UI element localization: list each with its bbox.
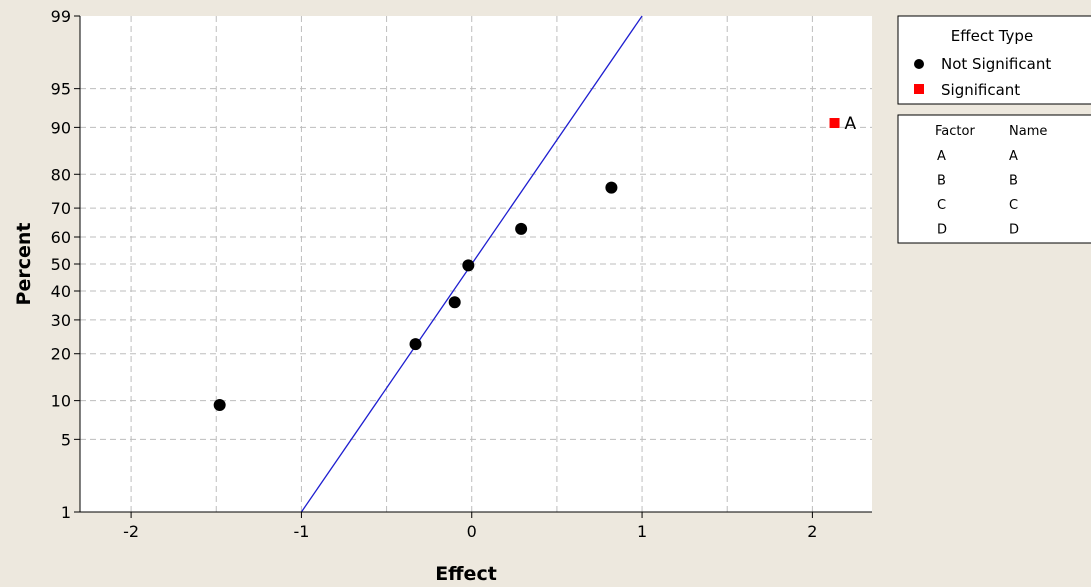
tick-labels: -2 -1 0 1 2 1 5 10 20 30 40 50 60 70 80 90 95 99 — [51, 7, 818, 541]
axes — [74, 15, 872, 518]
factor-cell: D — [937, 223, 947, 238]
point-not-significant — [213, 398, 226, 411]
legend-label-not-significant: Not Significant — [941, 55, 1051, 73]
x-axis-title: Effect — [435, 563, 497, 585]
x-tick-label: 2 — [807, 522, 817, 541]
name-header: Name — [1009, 124, 1047, 139]
point-significant — [829, 118, 840, 129]
factor-rows: A AB BC CD D — [937, 149, 1019, 238]
y-tick-label: 30 — [51, 311, 71, 330]
y-tick-label: 95 — [51, 80, 71, 99]
x-tick-label: -2 — [123, 522, 139, 541]
legend-marker-significant — [914, 84, 924, 94]
name-cell: A — [1009, 149, 1018, 164]
legend-box — [897, 15, 1091, 105]
factor-cell: B — [937, 174, 946, 189]
y-tick-label: 20 — [51, 345, 71, 364]
y-tick-label: 10 — [51, 392, 71, 411]
x-tick-label: 0 — [467, 522, 477, 541]
legend-effect-type: Effect Type Not Significant Significant — [897, 15, 1091, 105]
y-tick-label: 90 — [51, 118, 71, 137]
y-axis-title: Percent — [13, 223, 35, 306]
factor-header: Factor — [935, 124, 975, 139]
name-cell: B — [1009, 174, 1018, 189]
point-not-significant — [448, 296, 461, 309]
factor-table-box — [897, 114, 1091, 244]
factor-cell: A — [937, 149, 946, 164]
y-tick-label: 80 — [51, 165, 71, 184]
factor-cell: C — [937, 198, 946, 213]
data-points: A — [213, 114, 857, 411]
x-tick-label: -1 — [293, 522, 309, 541]
y-tick-label: 40 — [51, 282, 71, 301]
y-tick-label: 70 — [51, 199, 71, 218]
name-cell: D — [1009, 223, 1019, 238]
y-tick-label: 50 — [51, 255, 71, 274]
point-not-significant — [409, 338, 422, 351]
point-not-significant — [515, 222, 528, 235]
y-tick-label: 1 — [61, 503, 71, 522]
point-not-significant — [462, 259, 475, 272]
y-tick-label: 5 — [61, 430, 71, 449]
legend-label-significant: Significant — [941, 81, 1020, 99]
legend-marker-not-significant — [914, 59, 924, 69]
x-tick-label: 1 — [637, 522, 647, 541]
y-tick-label: 60 — [51, 228, 71, 247]
name-cell: C — [1009, 198, 1018, 213]
grid-lines — [80, 16, 872, 512]
point-label: A — [845, 114, 857, 134]
point-not-significant — [605, 181, 618, 194]
legend-title: Effect Type — [951, 27, 1033, 45]
y-tick-label: 99 — [51, 7, 71, 26]
factor-table: Factor Name A AB BC CD D — [897, 114, 1091, 244]
